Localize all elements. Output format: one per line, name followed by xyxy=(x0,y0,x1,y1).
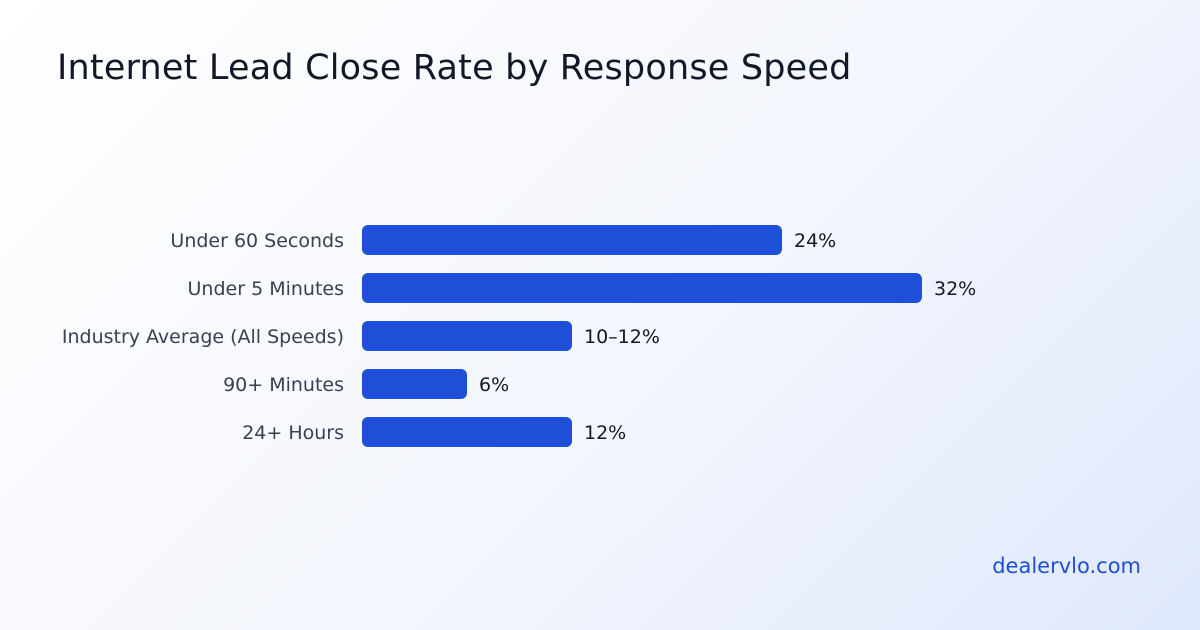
bar xyxy=(362,369,467,399)
category-label: 90+ Minutes xyxy=(223,374,344,396)
bar xyxy=(362,321,572,351)
data-label: 10–12% xyxy=(584,326,660,348)
category-label: 24+ Hours xyxy=(242,422,344,444)
chart-title: Internet Lead Close Rate by Response Spe… xyxy=(57,48,852,88)
category-label: Under 60 Seconds xyxy=(170,230,344,252)
category-label: Industry Average (All Speeds) xyxy=(62,326,344,348)
bar xyxy=(362,225,782,255)
bar xyxy=(362,273,922,303)
footer-link[interactable]: dealervlo.com xyxy=(992,554,1141,578)
data-label: 32% xyxy=(934,278,976,300)
data-label: 24% xyxy=(794,230,836,252)
bar xyxy=(362,417,572,447)
data-label: 12% xyxy=(584,422,626,444)
category-label: Under 5 Minutes xyxy=(188,278,344,300)
data-label: 6% xyxy=(479,374,509,396)
